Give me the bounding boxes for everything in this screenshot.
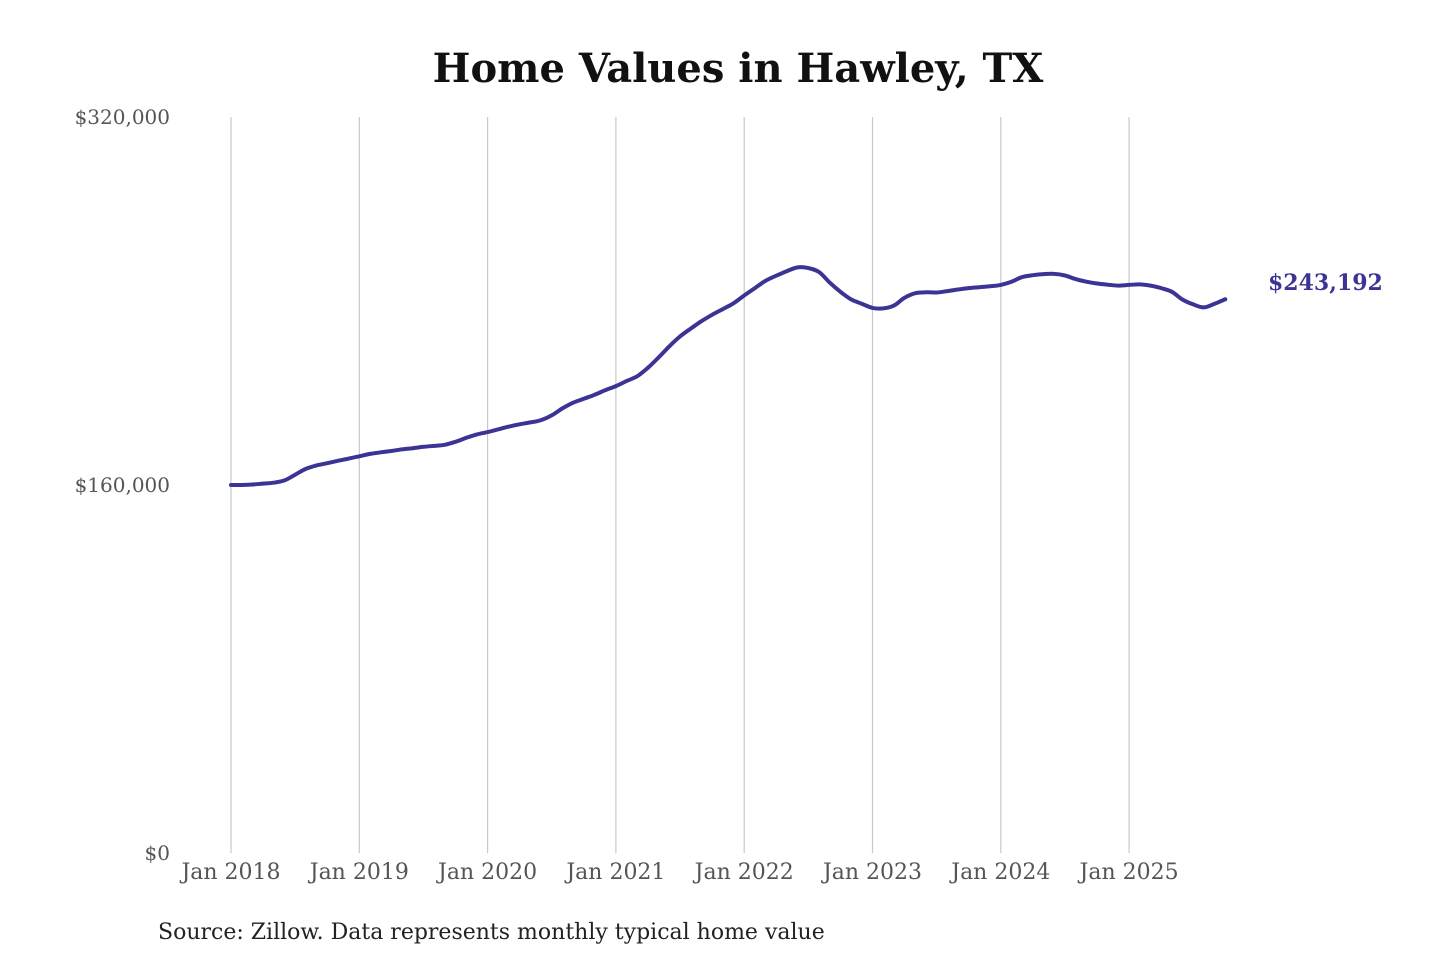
y-tick-label: $0	[145, 841, 170, 865]
x-tick-label: Jan 2024	[949, 860, 1050, 885]
x-tick-label: Jan 2020	[436, 860, 537, 885]
x-tick-label: Jan 2022	[693, 860, 794, 885]
x-tick-label: Jan 2019	[308, 860, 409, 885]
series-line	[229, 265, 1228, 488]
grid-lines	[230, 117, 1130, 853]
x-tick-label: Jan 2018	[179, 860, 280, 885]
source-note: Source: Zillow. Data represents monthly …	[158, 920, 825, 945]
chart-title: Home Values in Hawley, TX	[433, 45, 1044, 92]
y-axis-ticks: $320,000 $160,000 $0	[75, 105, 170, 865]
end-value-label: $243,192	[1268, 270, 1383, 296]
series-layer	[229, 265, 1228, 488]
y-tick-label: $320,000	[75, 105, 170, 129]
y-tick-label: $160,000	[75, 473, 170, 497]
x-axis-ticks: Jan 2018 Jan 2019 Jan 2020 Jan 2021 Jan 2022…	[179, 860, 1178, 885]
x-tick-label: Jan 2025	[1078, 860, 1179, 885]
x-tick-label: Jan 2021	[564, 860, 665, 885]
x-tick-label: Jan 2023	[821, 860, 922, 885]
